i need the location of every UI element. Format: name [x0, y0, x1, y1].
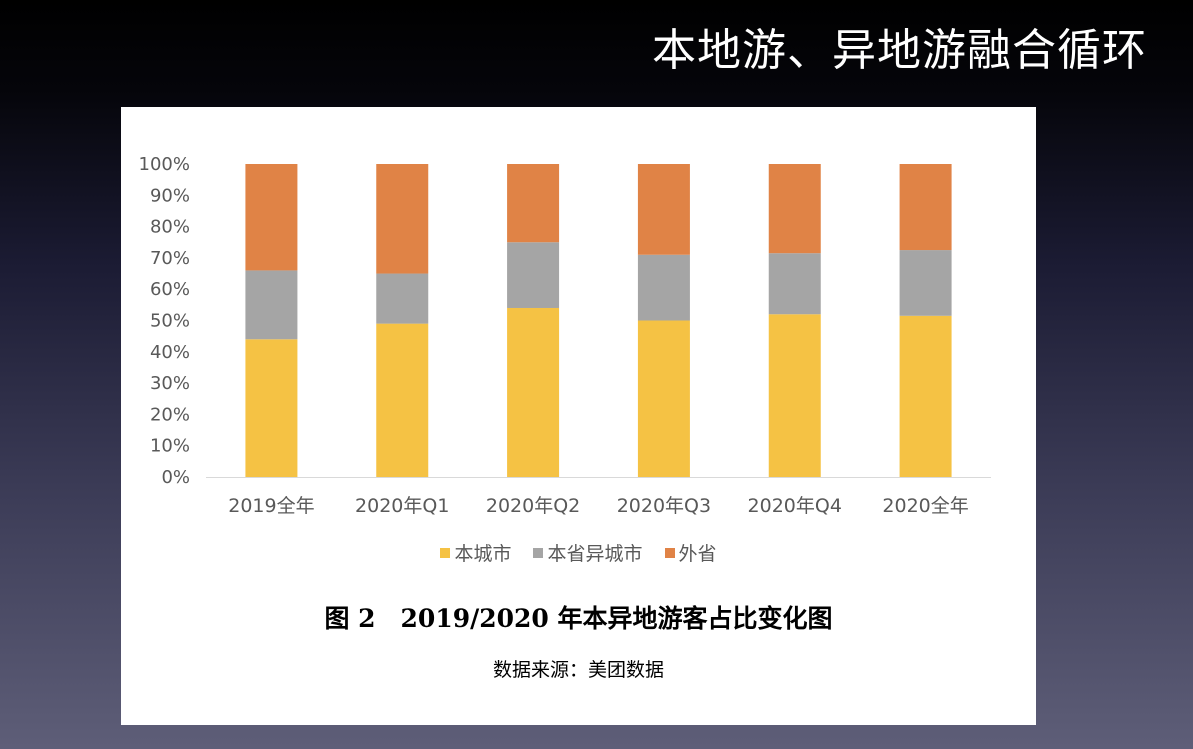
bar-segment-other-province-0	[245, 164, 298, 271]
chart-legend: 本城市 本省异城市 外省	[121, 539, 1036, 566]
bar-segment-other-city-same-province-4	[768, 253, 821, 315]
y-tick-label: 90%	[150, 185, 190, 206]
y-tick-label: 10%	[150, 436, 190, 457]
y-tick-label: 40%	[150, 342, 190, 363]
legend-label-same-province: 本省异城市	[547, 543, 643, 565]
figure-panel: 0% 10% 20% 30% 40% 50% 60% 70% 80% 90% 100% 2019全年 2…	[121, 107, 1036, 725]
legend-swatch-local-city	[440, 547, 451, 558]
bar-segment-local-city-4	[768, 314, 821, 477]
figure-caption: 图 2 2019/2020 年本异地游客占比变化图	[324, 604, 833, 633]
bar-segment-other-city-same-province-3	[637, 254, 690, 321]
bar-segment-other-city-same-province-2	[507, 242, 560, 308]
y-tick-label: 100%	[139, 154, 190, 175]
x-tick-label: 2020年Q2	[486, 495, 580, 517]
bar-segment-other-province-4	[768, 164, 821, 254]
bar-segment-local-city-3	[637, 320, 690, 477]
x-tick-label: 2019全年	[228, 495, 314, 517]
bar-segment-local-city-5	[899, 315, 952, 477]
bar-segment-other-city-same-province-1	[376, 273, 429, 324]
bar-segment-other-city-same-province-5	[899, 250, 952, 316]
legend-label-other-province: 外省	[678, 543, 717, 565]
y-tick-label: 50%	[150, 311, 190, 332]
y-tick-label: 70%	[150, 248, 190, 269]
x-tick-label: 2020年Q3	[617, 495, 711, 517]
x-tick-label: 2020年Q1	[355, 495, 449, 517]
bar-segment-other-province-5	[899, 164, 952, 251]
y-tick-label: 80%	[150, 217, 190, 238]
legend-item-local-city: 本城市	[440, 539, 511, 566]
bar-segment-local-city-1	[376, 323, 429, 477]
legend-swatch-other-province	[664, 547, 675, 558]
x-tick-label: 2020年Q4	[748, 495, 842, 517]
legend-item-other-province: 外省	[664, 539, 717, 566]
y-tick-label: 0%	[161, 467, 190, 488]
y-tick-label: 60%	[150, 279, 190, 300]
bar-segment-other-province-3	[637, 164, 690, 255]
legend-item-same-province: 本省异城市	[533, 539, 643, 566]
y-tick-label: 30%	[150, 373, 190, 394]
slide-title: 本地游、异地游融合循环	[652, 25, 1147, 76]
bar-segment-other-province-1	[376, 164, 429, 274]
figure-source: 数据来源：美团数据	[492, 659, 664, 681]
bar-segment-local-city-2	[507, 307, 560, 477]
bar-segment-local-city-0	[245, 339, 298, 477]
legend-swatch-same-province	[533, 547, 544, 558]
legend-label-local-city: 本城市	[454, 543, 512, 565]
y-tick-label: 20%	[150, 404, 190, 425]
bar-segment-other-province-2	[507, 164, 560, 243]
bar-segment-other-city-same-province-0	[245, 270, 298, 340]
stacked-bar-chart: 0% 10% 20% 30% 40% 50% 60% 70% 80% 90% 100% 2019全年 2…	[139, 154, 991, 517]
x-tick-label: 2020全年	[882, 495, 968, 517]
